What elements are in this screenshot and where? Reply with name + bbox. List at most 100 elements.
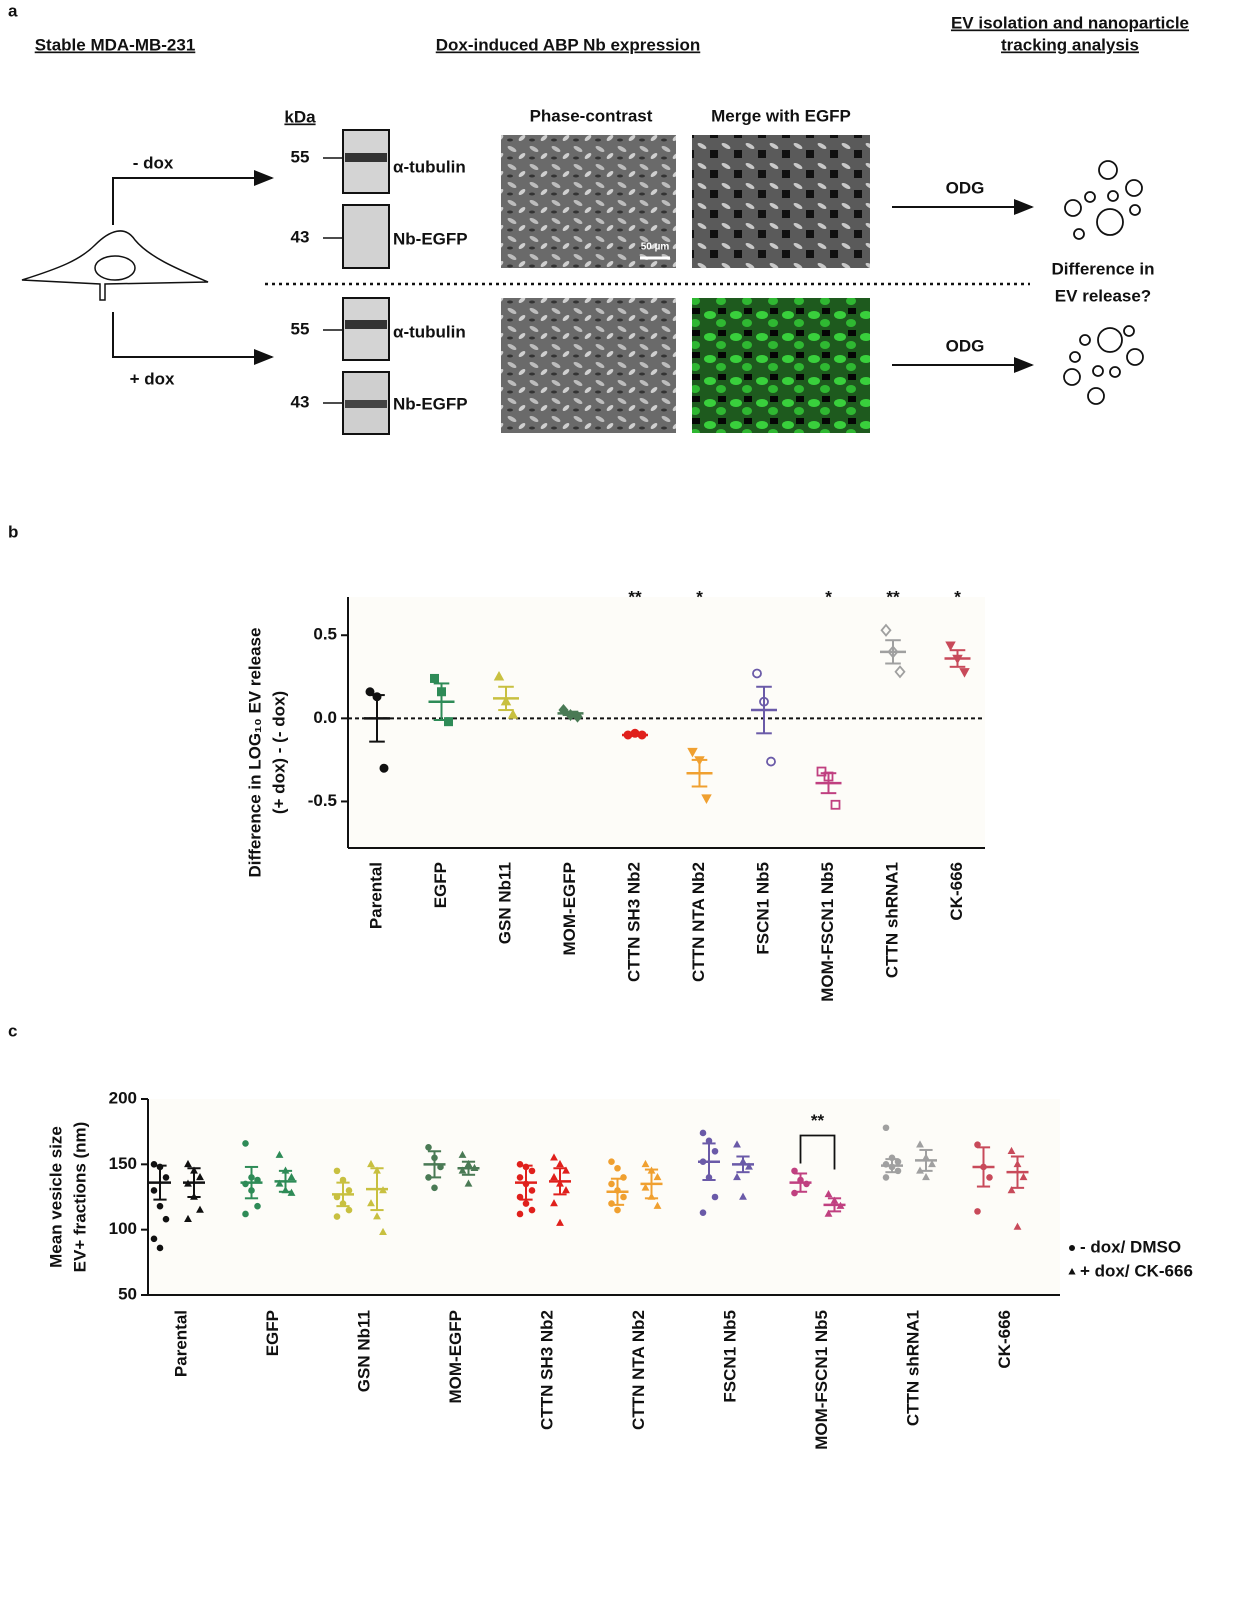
image-header: Phase-contrast xyxy=(530,106,653,125)
x-tick-label: Parental xyxy=(171,1310,190,1377)
x-tick-label: MOM-FSCN1 Nb5 xyxy=(812,1310,831,1450)
x-tick-label: CTTN NTA Nb2 xyxy=(689,862,708,982)
significance: * xyxy=(954,587,961,606)
point xyxy=(916,1140,924,1148)
kda: kDa xyxy=(284,107,316,126)
y-tick-label: 0.5 xyxy=(313,625,337,644)
point xyxy=(522,1200,530,1207)
point xyxy=(959,668,970,678)
odg: ODG xyxy=(946,178,985,197)
point xyxy=(562,1186,570,1194)
point xyxy=(254,1202,261,1210)
arrow xyxy=(112,170,274,225)
panel-a: a Stable MDA-MB-231 Dox-induced ABP Nb e… xyxy=(8,1,1189,435)
point xyxy=(1007,1146,1016,1155)
legend-label: + dox/ CK-666 xyxy=(1080,1261,1193,1280)
point xyxy=(345,1206,353,1214)
point xyxy=(986,1174,993,1181)
point xyxy=(824,1209,833,1217)
plot-bg xyxy=(150,1099,1060,1295)
point xyxy=(162,1174,170,1181)
point xyxy=(687,747,698,758)
cell-drawing xyxy=(21,230,209,301)
significance: * xyxy=(825,587,832,606)
point xyxy=(242,1140,249,1147)
point xyxy=(184,1159,192,1168)
point xyxy=(367,1199,375,1207)
blot-label: Nb-EGFP xyxy=(393,229,468,248)
point xyxy=(752,668,762,679)
point xyxy=(620,1193,627,1201)
significance: * xyxy=(696,587,703,606)
point xyxy=(333,1167,341,1175)
point xyxy=(150,1187,158,1194)
point xyxy=(882,1124,890,1132)
point xyxy=(974,1208,981,1215)
mw-marker: 55 xyxy=(291,147,310,166)
odg: ODG xyxy=(946,336,985,355)
point xyxy=(550,1173,558,1181)
question: EV release? xyxy=(1055,286,1151,305)
x-tick-label: EGFP xyxy=(263,1310,282,1356)
point xyxy=(1013,1222,1022,1230)
nucleus xyxy=(94,255,136,281)
point xyxy=(556,1218,564,1226)
x-tick-label: CTTN shRNA1 xyxy=(882,862,901,978)
scale-label: 50 µm xyxy=(641,242,670,253)
panel-label: b xyxy=(8,522,18,541)
point xyxy=(701,794,712,804)
point xyxy=(614,1206,621,1214)
x-tick-label: GSN Nb11 xyxy=(354,1310,373,1392)
point xyxy=(711,1193,719,1201)
point xyxy=(1007,1186,1016,1194)
point xyxy=(894,665,906,679)
significance-bracket xyxy=(799,1134,836,1170)
legend-marker xyxy=(1068,1267,1076,1275)
significance: ** xyxy=(886,587,900,606)
micrograph xyxy=(692,135,870,268)
x-tick-label: CTTN NTA Nb2 xyxy=(629,1310,648,1430)
legend-label: - dox/ DMSO xyxy=(1080,1237,1181,1256)
x-tick-label: FSCN1 Nb5 xyxy=(753,862,772,955)
point xyxy=(379,1227,387,1236)
y-axis-label: Difference in LOG₁₀ EV release xyxy=(245,628,264,878)
point xyxy=(275,1179,284,1187)
point xyxy=(156,1202,164,1210)
point xyxy=(922,1173,930,1181)
header: Stable MDA-MB-231 xyxy=(35,35,196,54)
point xyxy=(444,717,453,727)
point xyxy=(345,1187,353,1194)
point xyxy=(184,1214,192,1222)
point xyxy=(507,709,519,719)
blot-label: α-tubulin xyxy=(393,157,466,176)
mw-marker: 55 xyxy=(291,319,310,338)
point xyxy=(162,1215,170,1223)
point xyxy=(614,1164,621,1172)
point xyxy=(196,1205,204,1213)
point xyxy=(608,1180,615,1188)
blots xyxy=(342,129,390,435)
y-tick-label: 100 xyxy=(109,1219,137,1238)
point xyxy=(1019,1173,1028,1181)
point xyxy=(516,1210,524,1218)
x-tick-label: Parental xyxy=(366,862,385,929)
significance: ** xyxy=(811,1111,825,1130)
point xyxy=(275,1150,284,1158)
point xyxy=(287,1173,296,1181)
point xyxy=(333,1213,341,1220)
point xyxy=(653,1201,662,1209)
condition: + dox xyxy=(130,369,175,388)
point xyxy=(458,1150,467,1158)
point xyxy=(431,1184,438,1192)
y-axis-label: Mean vesicle size xyxy=(46,1126,65,1268)
point xyxy=(373,1212,381,1220)
point xyxy=(824,1189,833,1198)
x-tick-label: MOM-EGFP xyxy=(560,862,579,956)
point xyxy=(816,766,827,777)
y-tick-label: 150 xyxy=(109,1154,137,1173)
condition: - dox xyxy=(133,153,174,172)
micrograph xyxy=(692,298,870,433)
point xyxy=(493,670,505,681)
point xyxy=(196,1173,204,1181)
